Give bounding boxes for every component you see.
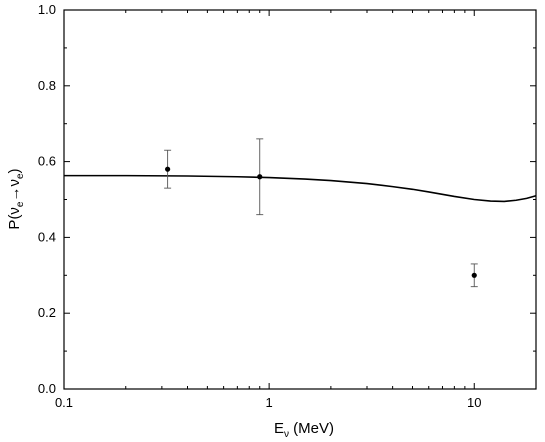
plot-area bbox=[63, 9, 537, 390]
y-axis-label: P(νe→νe) bbox=[6, 168, 26, 229]
x-tick-label: 10 bbox=[467, 395, 481, 410]
ticks-layer: 0.0 0.2 0.4 0.6 0.8 1.0 0.1 1 10 bbox=[38, 2, 536, 410]
theory-curve-layer bbox=[64, 174, 537, 203]
data-point bbox=[471, 272, 477, 278]
data-points-layer bbox=[164, 138, 478, 288]
data-point bbox=[257, 174, 263, 180]
x-tick-label: 0.1 bbox=[55, 395, 73, 410]
y-tick-label: 0.8 bbox=[38, 78, 56, 93]
y-tick-label: 0.0 bbox=[38, 381, 56, 396]
y-tick-label: 0.4 bbox=[38, 229, 56, 244]
theory-curve bbox=[64, 174, 537, 203]
data-point bbox=[165, 166, 171, 172]
x-tick-label: 1 bbox=[266, 395, 273, 410]
plot-frame bbox=[63, 9, 537, 390]
y-tick-label: 0.2 bbox=[38, 305, 56, 320]
y-tick-label: 0.6 bbox=[38, 154, 56, 169]
y-tick-label: 1.0 bbox=[38, 2, 56, 17]
x-axis-label: Eν (MeV) bbox=[274, 420, 334, 440]
